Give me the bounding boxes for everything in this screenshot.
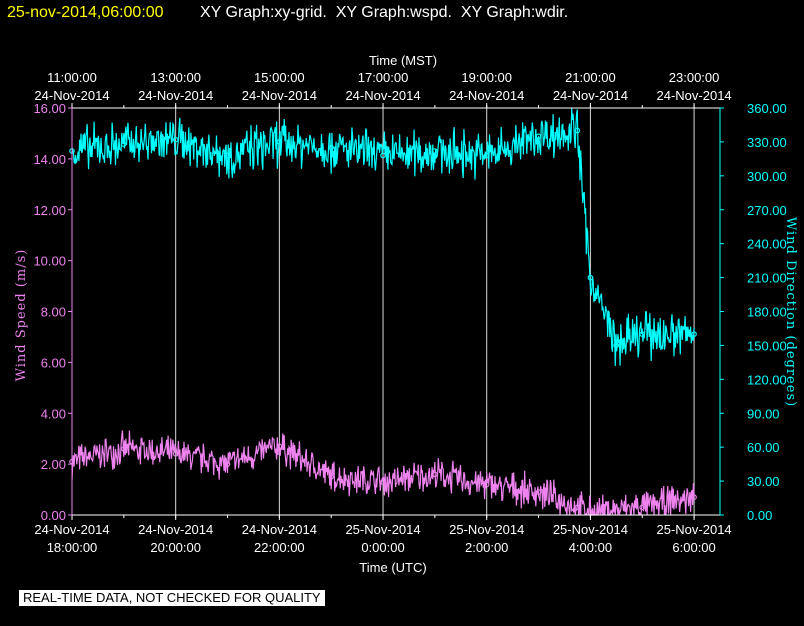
bottom-tick-date: 25-Nov-2014 xyxy=(657,522,732,537)
top-tick-date: 24-Nov-2014 xyxy=(553,88,628,103)
wind-speed-point xyxy=(172,451,179,457)
right-tick-label: 30.00 xyxy=(747,474,780,489)
wind-direction-point xyxy=(328,144,335,151)
wind-direction-point xyxy=(121,141,127,148)
top-tick-time: 11:00:00 xyxy=(47,70,97,85)
top-axis-label: Time (MST) xyxy=(369,53,437,68)
bottom-tick-time: 4:00:00 xyxy=(569,540,612,555)
wind-speed-point xyxy=(276,443,283,450)
bottom-tick-date: 25-Nov-2014 xyxy=(553,522,628,537)
top-tick-date: 24-Nov-2014 xyxy=(657,88,732,103)
bottom-tick-time: 6:00:00 xyxy=(672,540,715,555)
header-date: 25-nov-2014,06:00:00 xyxy=(7,4,164,21)
top-tick-time: 15:00:00 xyxy=(254,70,305,85)
wind-direction-point xyxy=(613,342,620,349)
bottom-tick-time: 22:00:00 xyxy=(254,540,305,555)
bottom-tick-time: 0:00:00 xyxy=(361,540,404,555)
right-tick-label: 240.00 xyxy=(747,237,787,252)
top-tick-date: 24-Nov-2014 xyxy=(449,88,524,103)
header-titles: XY Graph:xy-grid. XY Graph:wspd. XY Grap… xyxy=(200,4,568,21)
right-tick-label: 330.00 xyxy=(747,135,787,150)
bottom-tick-date: 24-Nov-2014 xyxy=(242,522,317,537)
wind-direction-point xyxy=(224,152,231,159)
right-tick-label: 300.00 xyxy=(747,169,787,184)
top-tick-date: 24-Nov-2014 xyxy=(242,88,317,103)
right-tick-label: 150.00 xyxy=(747,338,787,353)
wind-speed-point xyxy=(224,461,231,467)
quality-notice: REAL-TIME DATA, NOT CHECKED FOR QUALITY xyxy=(19,590,325,606)
left-tick-label: 6.00 xyxy=(41,355,66,370)
wind-direction-trace xyxy=(71,108,695,366)
top-tick-date: 24-Nov-2014 xyxy=(345,88,420,103)
wind-direction-point xyxy=(483,152,490,159)
wind-speed-trace xyxy=(71,430,695,517)
wind-speed-point xyxy=(483,481,490,488)
bottom-tick-date: 24-Nov-2014 xyxy=(34,522,109,537)
top-tick-date: 24-Nov-2014 xyxy=(138,88,213,103)
wind-direction-point xyxy=(574,127,581,134)
bottom-axis-label: Time (UTC) xyxy=(359,560,426,575)
right-tick-label: 270.00 xyxy=(747,203,787,218)
bottom-tick-time: 2:00:00 xyxy=(465,540,508,555)
top-tick-date: 24-Nov-2014 xyxy=(34,88,109,103)
wind-speed-point xyxy=(691,494,697,501)
left-tick-label: 10.00 xyxy=(33,254,66,269)
wind-direction-series xyxy=(69,108,697,366)
wind-direction-point xyxy=(535,133,542,140)
wind-speed-point xyxy=(328,473,335,480)
left-tick-label: 14.00 xyxy=(33,152,66,167)
top-tick-time: 19:00:00 xyxy=(461,70,512,85)
right-tick-label: 120.00 xyxy=(747,372,787,387)
wind-speed-point xyxy=(432,471,438,478)
left-axis-label: Wind Speed (m/s) xyxy=(14,249,29,382)
right-axis-label: Wind Direction (degrees) xyxy=(783,217,798,407)
right-tick-label: 180.00 xyxy=(747,305,787,320)
right-tick-label: 360.00 xyxy=(747,101,787,116)
left-tick-label: 16.00 xyxy=(33,101,66,116)
wind-speed-point xyxy=(574,504,581,511)
right-tick-label: 0.00 xyxy=(747,508,772,523)
bottom-tick-date: 25-Nov-2014 xyxy=(345,522,420,537)
wind-direction-point xyxy=(380,152,386,159)
wind-speed-point xyxy=(380,479,386,485)
left-tick-label: 2.00 xyxy=(41,457,66,472)
right-tick-label: 90.00 xyxy=(747,406,780,421)
axis-ticks: 11:00:00 24-Nov-2014 24-Nov-2014 18:00:00 13… xyxy=(33,70,786,555)
bottom-tick-date: 24-Nov-2014 xyxy=(138,522,213,537)
right-tick-label: 60.00 xyxy=(747,440,780,455)
bottom-tick-time: 18:00:00 xyxy=(47,540,98,555)
top-tick-time: 13:00:00 xyxy=(150,70,201,85)
wind-direction-point xyxy=(639,331,646,337)
left-tick-label: 12.00 xyxy=(33,203,66,218)
bottom-tick-date: 25-Nov-2014 xyxy=(449,522,524,537)
wind-speed-point xyxy=(639,504,646,511)
wind-direction-point xyxy=(691,331,697,337)
left-tick-label: 4.00 xyxy=(41,406,66,421)
wind-direction-point xyxy=(432,148,438,154)
wind-speed-point xyxy=(535,489,542,495)
wind-direction-point xyxy=(276,139,283,145)
bottom-tick-time: 20:00:00 xyxy=(150,540,201,555)
wind-direction-point xyxy=(587,274,594,281)
wind-direction-point xyxy=(172,136,179,143)
top-tick-time: 17:00:00 xyxy=(358,70,409,85)
wind-speed-point xyxy=(121,446,127,452)
left-tick-label: 8.00 xyxy=(41,305,66,320)
top-tick-time: 21:00:00 xyxy=(565,70,616,85)
right-tick-label: 210.00 xyxy=(747,271,787,286)
top-tick-time: 23:00:00 xyxy=(669,70,720,85)
left-tick-label: 0.00 xyxy=(41,508,66,523)
